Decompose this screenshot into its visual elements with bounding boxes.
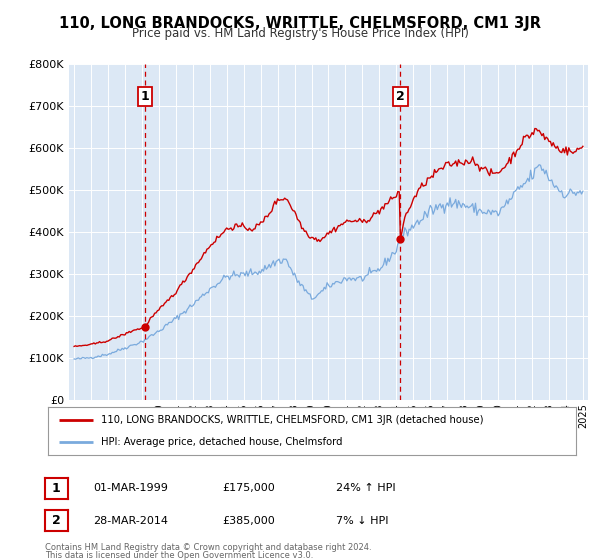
Text: 1: 1 bbox=[52, 482, 61, 495]
Text: Price paid vs. HM Land Registry's House Price Index (HPI): Price paid vs. HM Land Registry's House … bbox=[131, 27, 469, 40]
Text: 7% ↓ HPI: 7% ↓ HPI bbox=[336, 516, 389, 526]
Text: 110, LONG BRANDOCKS, WRITTLE, CHELMSFORD, CM1 3JR (detached house): 110, LONG BRANDOCKS, WRITTLE, CHELMSFORD… bbox=[101, 415, 484, 425]
Text: 24% ↑ HPI: 24% ↑ HPI bbox=[336, 483, 395, 493]
Text: £385,000: £385,000 bbox=[222, 516, 275, 526]
Text: 1: 1 bbox=[140, 90, 149, 103]
Text: 2: 2 bbox=[396, 90, 405, 103]
Text: 28-MAR-2014: 28-MAR-2014 bbox=[93, 516, 168, 526]
Text: HPI: Average price, detached house, Chelmsford: HPI: Average price, detached house, Chel… bbox=[101, 437, 342, 447]
Text: Contains HM Land Registry data © Crown copyright and database right 2024.: Contains HM Land Registry data © Crown c… bbox=[45, 543, 371, 552]
Text: 01-MAR-1999: 01-MAR-1999 bbox=[93, 483, 168, 493]
Text: 110, LONG BRANDOCKS, WRITTLE, CHELMSFORD, CM1 3JR: 110, LONG BRANDOCKS, WRITTLE, CHELMSFORD… bbox=[59, 16, 541, 31]
Text: 2: 2 bbox=[52, 514, 61, 528]
Text: This data is licensed under the Open Government Licence v3.0.: This data is licensed under the Open Gov… bbox=[45, 551, 313, 560]
Text: £175,000: £175,000 bbox=[222, 483, 275, 493]
